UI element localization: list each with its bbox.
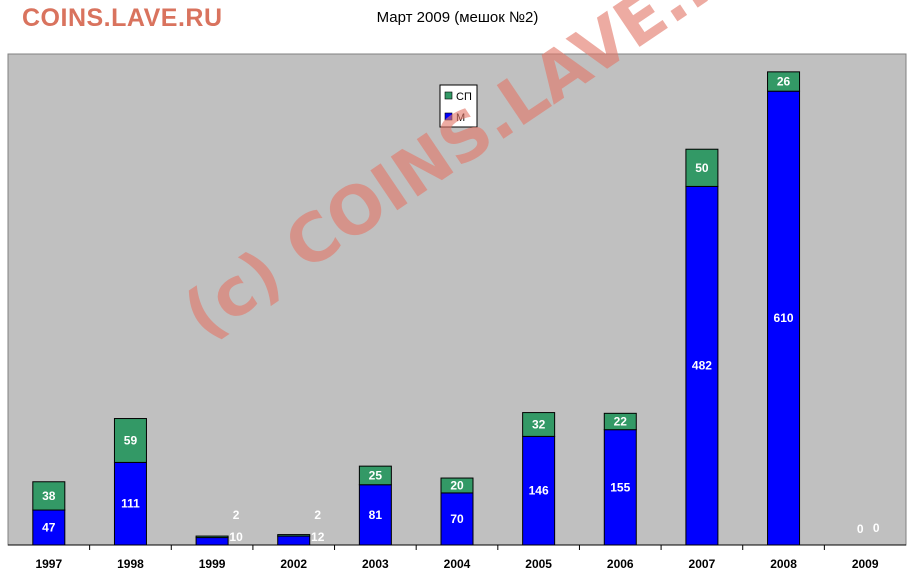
legend-label-sp: СП	[456, 91, 472, 103]
x-tick-label-1998: 1998	[117, 557, 144, 571]
bar-m-1999	[195, 537, 229, 546]
x-tick-label-2005: 2005	[525, 557, 552, 571]
x-tick-label-2002: 2002	[280, 557, 307, 571]
chart-title: Март 2009 (мешок №2)	[376, 9, 539, 26]
x-tick-label-2009: 2009	[852, 557, 879, 571]
bar-sp-2004	[440, 477, 474, 494]
data-label-m-1998: 111	[121, 497, 140, 511]
data-label-m-2009: 0	[857, 522, 864, 536]
data-label-sp-2009: 0	[873, 521, 880, 535]
data-label-m-2005: 146	[529, 484, 549, 498]
bar-sp-2007	[685, 148, 719, 187]
legend: СП М	[439, 84, 478, 128]
data-label-sp-2003: 25	[369, 468, 383, 482]
data-label-m-1997: 47	[42, 521, 56, 535]
bar-sp-2003	[358, 465, 392, 486]
data-label-sp-2008: 26	[777, 75, 791, 89]
site-brand: COINS.LAVE.RU	[22, 4, 223, 32]
data-label-m-2008: 610	[774, 311, 794, 325]
data-label-sp-2006: 22	[614, 415, 628, 429]
legend-swatch-sp	[444, 91, 453, 100]
bar-sp-1997	[32, 481, 66, 511]
x-tick-label-2006: 2006	[607, 557, 634, 571]
data-label-sp-2007: 50	[695, 161, 709, 175]
data-label-m-1999: 10	[229, 530, 243, 544]
plot-area	[7, 53, 907, 546]
data-label-m-2002: 12	[311, 530, 325, 544]
data-label-sp-2002: 2	[314, 508, 321, 522]
data-label-m-2006: 155	[610, 480, 630, 494]
bar-sp-2008	[767, 71, 801, 92]
bar-sp-2002	[277, 534, 311, 537]
bar-m-2007	[685, 185, 719, 546]
data-label-sp-1998: 59	[124, 433, 138, 447]
x-tick-label-1999: 1999	[199, 557, 226, 571]
bar-sp-1999	[195, 535, 229, 539]
x-tick-label-1997: 1997	[35, 557, 62, 571]
bar-sp-2006	[603, 412, 637, 431]
data-label-sp-1997: 38	[42, 489, 56, 503]
data-label-sp-2004: 20	[450, 478, 464, 492]
legend-swatch-m	[444, 112, 453, 121]
bar-sp-1998	[113, 418, 147, 463]
data-label-m-2007: 482	[692, 359, 712, 373]
bar-sp-2005	[522, 412, 556, 437]
x-tick-label-2007: 2007	[689, 557, 716, 571]
bar-m-2002	[277, 535, 311, 546]
x-tick-label-2004: 2004	[444, 557, 471, 571]
data-label-sp-2005: 32	[532, 417, 546, 431]
legend-label-m: М	[456, 112, 465, 124]
x-tick-label-2008: 2008	[770, 557, 797, 571]
data-label-sp-1999: 2	[233, 508, 240, 522]
data-label-m-2003: 81	[369, 508, 383, 522]
x-tick-label-2003: 2003	[362, 557, 389, 571]
data-label-m-2004: 70	[450, 512, 464, 526]
